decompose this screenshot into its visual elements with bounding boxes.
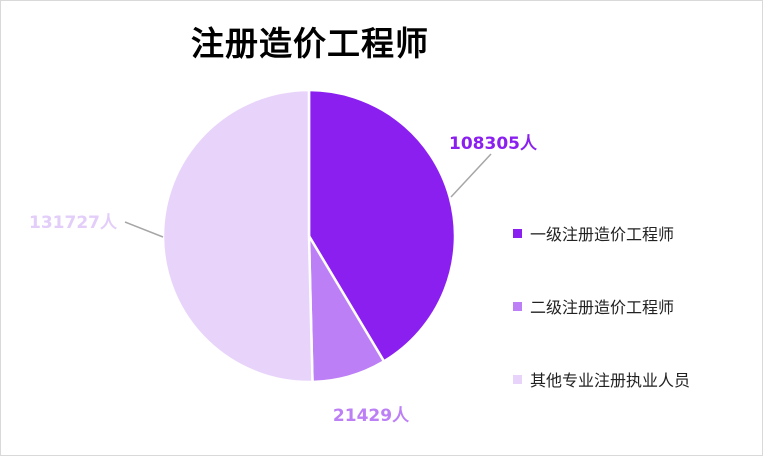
leader-line <box>450 153 492 198</box>
pie-slice <box>161 88 314 384</box>
legend-swatch <box>513 228 522 238</box>
legend: 一级注册造价工程师 二级注册造价工程师 其他专业注册执业人员 <box>513 219 690 438</box>
legend-item: 二级注册造价工程师 <box>513 292 690 320</box>
legend-label: 二级注册造价工程师 <box>530 298 675 317</box>
legend-swatch <box>513 301 522 311</box>
legend-item: 其他专业注册执业人员 <box>513 365 690 393</box>
chart-title: 注册造价工程师 <box>191 24 429 63</box>
legend-swatch <box>513 374 522 384</box>
leader-line <box>124 221 164 238</box>
legend-item: 一级注册造价工程师 <box>513 219 690 247</box>
legend-label: 一级注册造价工程师 <box>530 225 675 244</box>
data-label: 21429人 <box>333 406 410 426</box>
data-label: 108305人 <box>449 134 538 154</box>
data-label: 131727人 <box>29 213 118 233</box>
legend-label: 其他专业注册执业人员 <box>530 371 691 390</box>
pie-slice <box>307 88 457 364</box>
